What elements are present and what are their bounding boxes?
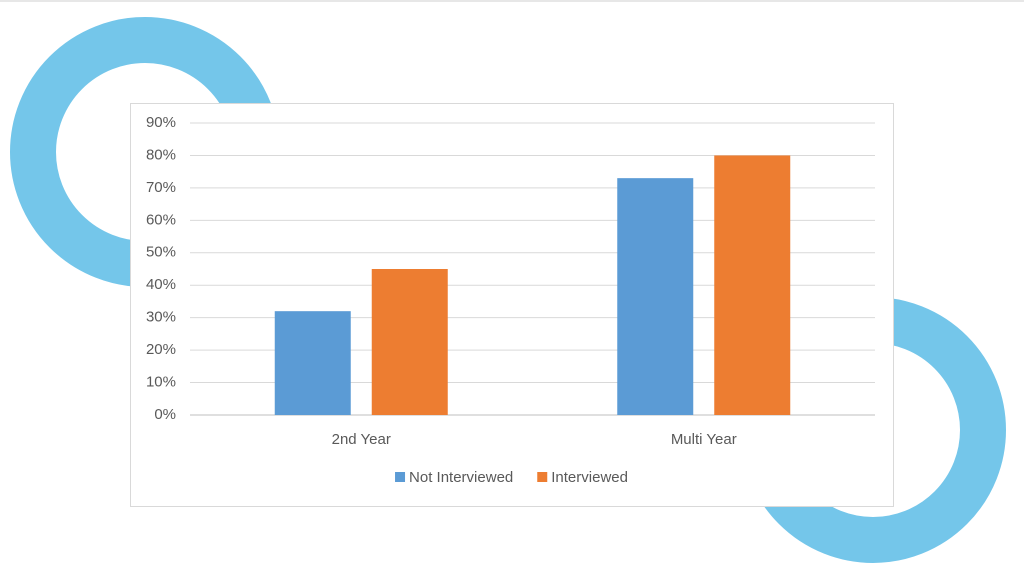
plot: 0% 10% 20% 30% 40% 50% 60% 70% 80% 90% 2nd Year Mul… — [146, 114, 875, 486]
y-tick-label: 0% — [154, 406, 176, 423]
x-tick-label: Multi Year — [671, 431, 737, 448]
y-tick-label: 60% — [146, 211, 176, 228]
bar — [617, 178, 694, 415]
y-tick-label: 70% — [146, 179, 176, 196]
x-tick-label: 2nd Year — [332, 431, 391, 448]
y-tick-label: 30% — [146, 309, 176, 326]
y-tick-label: 40% — [146, 276, 176, 293]
y-tick-label: 20% — [146, 341, 176, 358]
bar — [371, 269, 448, 415]
legend-label: Interviewed — [551, 469, 628, 486]
legend-swatch — [537, 472, 548, 482]
bar — [274, 311, 351, 415]
legend-swatch — [395, 472, 406, 482]
bar — [714, 155, 791, 415]
y-tick-label: 90% — [146, 114, 176, 131]
y-tick-label: 50% — [146, 244, 176, 261]
y-tick-label: 80% — [146, 146, 176, 163]
legend-label: Not Interviewed — [409, 469, 513, 486]
y-tick-label: 10% — [146, 374, 176, 391]
